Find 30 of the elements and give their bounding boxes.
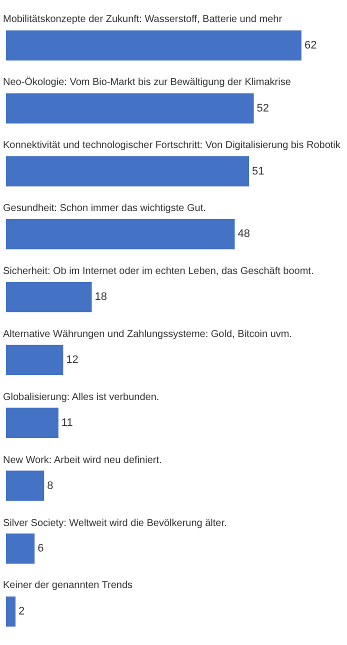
bar — [6, 282, 92, 312]
bar — [6, 408, 58, 438]
data-label: 8 — [47, 480, 54, 492]
bar — [6, 534, 35, 564]
y-tick-label: Konnektivität und technologischer Fortschritt: Von Digitalisierung bis Robotik — [3, 140, 342, 151]
bar — [6, 30, 302, 61]
y-tick-label: Keiner der genannten Trends — [3, 580, 133, 591]
data-label: 12 — [66, 354, 78, 366]
data-label: 2 — [18, 606, 25, 618]
bar — [6, 156, 250, 186]
data-label: 48 — [238, 228, 250, 240]
y-tick-label: Gesundheit: Schon immer das wichtigste Gut. — [3, 203, 206, 214]
bar — [6, 596, 16, 627]
data-label: 18 — [94, 291, 108, 304]
data-label: 6 — [38, 542, 44, 555]
bar — [6, 344, 64, 376]
y-tick-label: Alternative Währungen und Zahlungssysteme: Gold, Bitcoin uvm. — [3, 329, 292, 340]
data-label: 51 — [252, 165, 264, 178]
y-tick-label: Sicherheit: Ob im Internet oder im echten Leben, das Geschäft boomt. — [3, 266, 314, 277]
data-label: 11 — [61, 416, 73, 429]
y-tick-label: New Work: Arbeit wird neu definiert. — [3, 455, 162, 466]
bar — [6, 93, 254, 124]
y-tick-label: Globalisierung: Alles ist verbunden. — [3, 392, 160, 403]
data-label: 62 — [304, 39, 317, 52]
y-tick-label: Neo-Ökologie: Vom Bio-Markt bis zur Bewältigung der Klimakrise — [3, 76, 292, 88]
data-label: 52 — [256, 102, 270, 114]
bar — [6, 219, 235, 250]
y-tick-label: Silver Society: Weltweit wird die Bevölkerung älter. — [3, 518, 227, 529]
y-tick-label: Mobilitätskonzepte der Zukunft: Wasserstoff, Batterie und mehr — [3, 14, 283, 25]
bar — [6, 470, 44, 501]
